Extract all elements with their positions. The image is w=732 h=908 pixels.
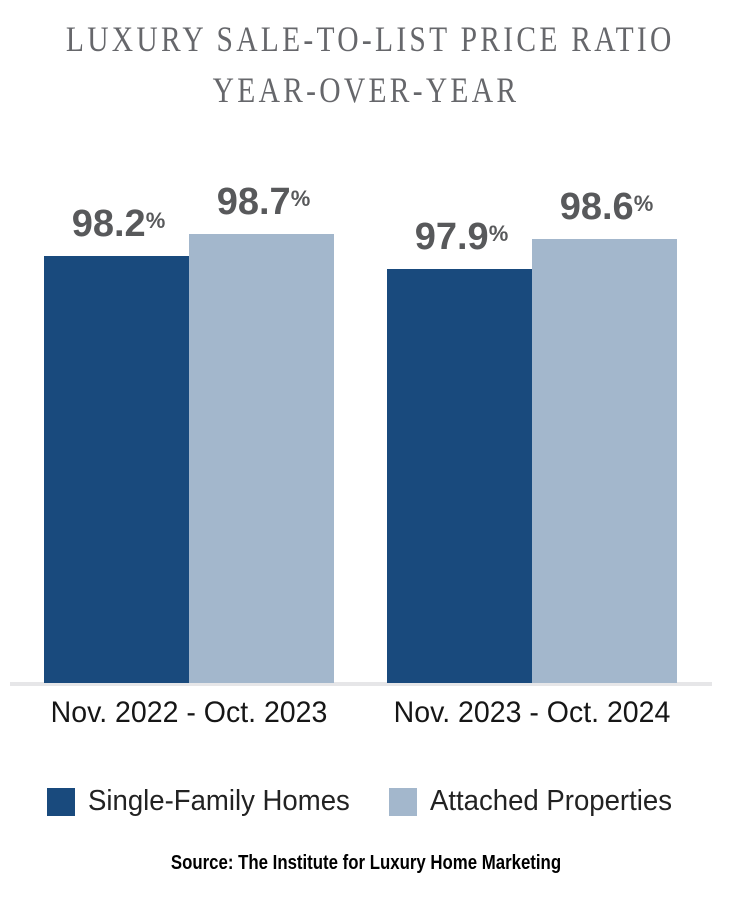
legend-item-single-family: Single-Family Homes — [46, 785, 364, 818]
legend-label-single-family: Single-Family Homes — [87, 785, 350, 817]
chart-title-line1: LUXURY SALE-TO-LIST PRICE RATIO — [65, 19, 675, 59]
plot-area: 98.2% 98.7% 97.9% 98.6% — [41, 183, 684, 683]
value-label-single-family-2022-2023: 98.2% — [41, 205, 196, 243]
value-number: 98.7 — [216, 181, 291, 223]
value-label-attached-2022-2023: 98.7% — [186, 183, 341, 221]
percent-sign: % — [145, 208, 166, 233]
percent-sign: % — [290, 186, 311, 211]
baseline-axis — [10, 682, 712, 686]
value-number: 97.9 — [414, 216, 489, 258]
category-label-2023-2024: Nov. 2023 - Oct. 2024 — [393, 696, 671, 729]
legend-swatch-attached — [389, 787, 418, 816]
value-label-single-family-2023-2024: 97.9% — [384, 218, 539, 256]
source-note: Source: The Institute for Luxury Home Ma… — [170, 852, 562, 874]
legend-item-attached: Attached Properties — [389, 785, 685, 818]
chart-title-line2: YEAR-OVER-YEAR — [212, 70, 520, 110]
chart-title: LUXURY SALE-TO-LIST PRICE RATIO YEAR-OVE… — [0, 14, 732, 116]
percent-sign: % — [633, 191, 654, 216]
value-number: 98.6 — [559, 186, 634, 228]
bar-single-family-2022-2023 — [44, 256, 189, 683]
bar-attached-2023-2024 — [532, 239, 677, 683]
bar-single-family-2023-2024 — [387, 269, 532, 683]
category-label-2022-2023: Nov. 2022 - Oct. 2023 — [50, 696, 328, 729]
legend-swatch-single-family — [46, 787, 75, 816]
value-number: 98.2 — [71, 203, 146, 245]
bar-attached-2022-2023 — [189, 234, 334, 683]
percent-sign: % — [488, 221, 509, 246]
value-label-attached-2023-2024: 98.6% — [529, 188, 684, 226]
legend-label-attached: Attached Properties — [430, 785, 673, 817]
legend: Single-Family Homes Attached Properties — [0, 785, 732, 818]
